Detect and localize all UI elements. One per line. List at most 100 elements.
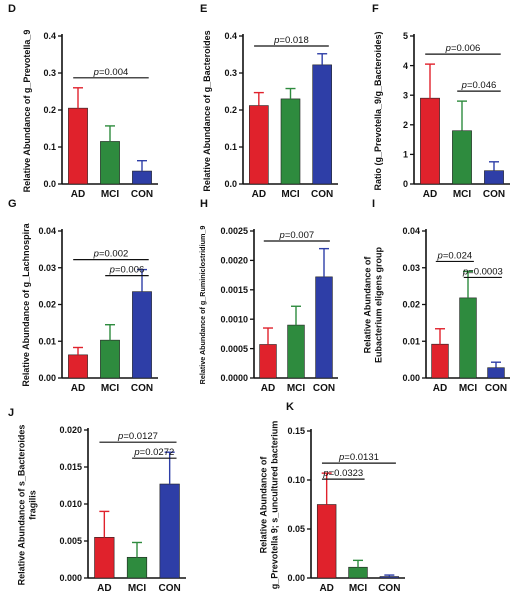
bar-con (487, 367, 505, 379)
bar-ad (68, 354, 88, 379)
y-tick-label: 0.0020 (220, 256, 248, 266)
x-tick-label: AD (423, 189, 437, 200)
p-symbol: p (437, 250, 443, 261)
x-tick-label: AD (71, 189, 85, 200)
p-symbol: p (322, 468, 328, 479)
p-symbol: p (93, 249, 99, 260)
p-symbol: p (461, 80, 467, 91)
p-value: =0.024 (443, 250, 472, 261)
x-tick-label: AD (319, 583, 333, 594)
y-axis-label: Relative Abundance of s_Bacteroidesfragi… (17, 425, 38, 586)
p-value: =0.006 (451, 43, 480, 54)
x-tick-label: AD (71, 383, 85, 394)
p-value: =0.046 (467, 80, 496, 91)
p-value: =0.004 (99, 67, 128, 78)
p-symbol: p (109, 265, 115, 276)
p-value: =0.0131 (344, 452, 379, 463)
y-tick-label: 0.0000 (220, 373, 248, 383)
panel-letter: I (372, 198, 375, 210)
x-tick-label: MCI (281, 189, 300, 200)
p-value-label: p=0.0323 (322, 468, 363, 479)
y-axis-label: Ratio (g_Prevotella_9/g_Bacteroides) (373, 31, 383, 190)
p-symbol: p (273, 35, 279, 46)
p-value-label: p=0.004 (93, 67, 129, 78)
panel-i: I Relative Abundance ofEubacterium eligen… (363, 198, 510, 394)
y-tick-label: 0.010 (59, 499, 82, 509)
p-symbol: p (117, 431, 123, 442)
x-tick-label: CON (131, 383, 153, 394)
y-tick-label: 0.04 (38, 226, 56, 236)
y-tick-label: 0.00 (402, 373, 420, 383)
p-value: =0.0272 (140, 447, 175, 458)
p-value-label: p=0.0131 (338, 452, 379, 463)
y-axis-label-line: g_Prevotella 9; s_uncultured bacterium (270, 421, 280, 590)
y-axis-label: Relative Abundance of g_Prevotella_9 (22, 30, 32, 193)
p-symbol: p (133, 447, 139, 458)
p-value-label: p=0.006 (109, 265, 145, 276)
p-value-label: p=0.0272 (133, 447, 174, 458)
panel-letter: H (200, 198, 208, 210)
y-tick-label: 4 (403, 61, 408, 71)
y-tick-label: 0.02 (38, 300, 56, 310)
y-tick-label: 0.00 (38, 373, 56, 383)
y-tick-label: 0.04 (402, 226, 420, 236)
panel-f: F Ratio (g_Prevotella_9/g_Bacteroides) 0 1 2… (372, 3, 510, 200)
panel-letter: E (200, 3, 207, 15)
y-axis-label: Relative Abundance of g_Lachnospira (21, 222, 31, 386)
x-tick-label: MCI (128, 583, 147, 594)
x-tick-label: AD (252, 189, 266, 200)
p-value: =0.006 (115, 265, 144, 276)
p-value-label: p=0.046 (461, 80, 497, 91)
p-value-label: p=0.002 (93, 249, 129, 260)
y-tick-label: 0.0 (224, 179, 237, 189)
y-tick-label: 3 (403, 90, 408, 100)
x-tick-label: MCI (287, 383, 306, 394)
y-tick-label: 0.0025 (220, 226, 248, 236)
panel-letter: G (8, 198, 17, 210)
x-tick-label: MCI (349, 583, 368, 594)
y-axis-label: Relative Abundance ofEubacterium eligens… (363, 246, 384, 363)
y-tick-label: 0.0005 (220, 344, 248, 354)
y-axis-label-line: Relative Abundance of s_Bacteroides (17, 425, 27, 586)
y-tick-label: 2 (403, 120, 408, 130)
y-tick-label: 0.15 (287, 426, 305, 436)
y-axis-label: Relative Abundance of g_Ruminiclostridiu… (198, 226, 207, 385)
y-tick-label: 0.000 (59, 573, 82, 583)
y-axis-label: Relative Abundance of g_Bacteroides (202, 30, 212, 191)
y-tick-label: 0.01 (38, 336, 56, 346)
bar-mci (348, 566, 368, 579)
y-tick-label: 0.015 (59, 462, 82, 472)
y-tick-label: 0.020 (59, 425, 82, 435)
y-tick-label: 0.2 (224, 105, 237, 115)
bar-con (132, 291, 152, 379)
p-value-label: p=0.018 (273, 35, 309, 46)
y-tick-label: 0.1 (43, 142, 56, 152)
bar-con (315, 276, 333, 379)
p-symbol: p (462, 266, 468, 277)
p-symbol: p (445, 43, 451, 54)
bar-mci (126, 556, 148, 579)
y-tick-label: 0 (403, 179, 408, 189)
y-tick-label: 0.02 (402, 300, 420, 310)
p-symbol: p (338, 452, 344, 463)
bar-ad (94, 536, 115, 579)
x-tick-label: CON (483, 189, 505, 200)
x-tick-label: AD (97, 583, 111, 594)
y-tick-label: 1 (403, 150, 408, 160)
y-tick-label: 0.0 (43, 179, 56, 189)
p-value-label: p=0.0003 (462, 266, 503, 277)
bar-mci (280, 98, 301, 185)
x-tick-label: AD (261, 383, 275, 394)
y-tick-label: 0.0015 (220, 285, 248, 295)
bar-mci (287, 324, 305, 379)
y-tick-label: 0.1 (224, 142, 237, 152)
bar-mci (452, 130, 472, 185)
panel-d: D Relative Abundance of g_Prevotella_9 0.0… (8, 3, 158, 200)
bar-con (312, 64, 332, 185)
y-axis-label: Relative Abundance ofg_Prevotella 9; s_u… (259, 421, 280, 590)
bar-ad (431, 343, 449, 379)
p-value-label: p=0.007 (279, 230, 315, 241)
bar-mci (459, 297, 477, 379)
panel-letter: D (8, 3, 16, 15)
